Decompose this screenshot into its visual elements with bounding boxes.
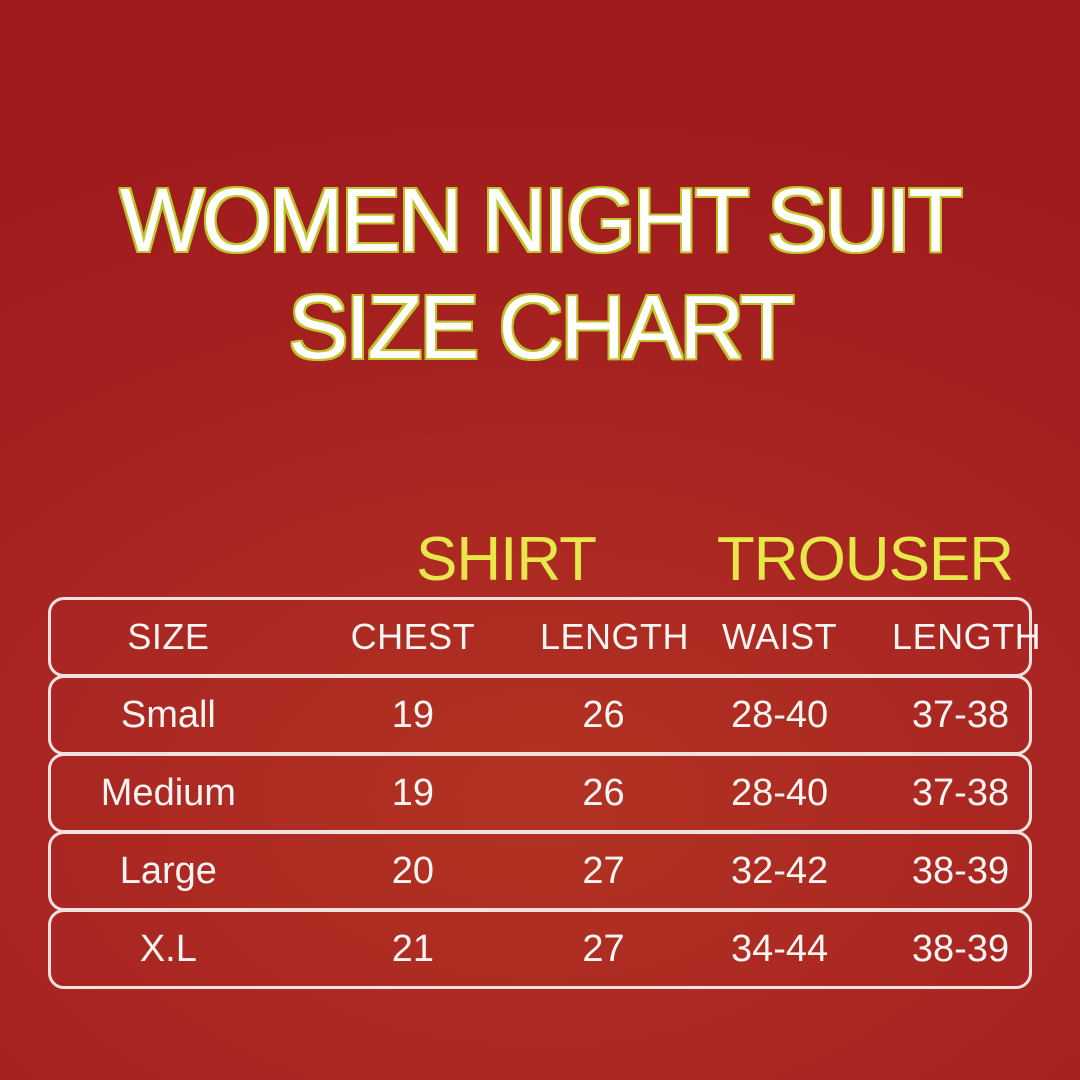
- size-label: Medium: [100, 771, 236, 814]
- chest-value: 19: [391, 693, 434, 736]
- table-row-small: Small 19 26 28-40 37-38: [48, 675, 1032, 755]
- size-table: SIZE CHEST LENGTH WAIST LENGTH Small 19 …: [48, 597, 1042, 989]
- size-label: X.L: [139, 927, 197, 970]
- title-line-2: SIZE CHART: [288, 278, 794, 378]
- waist-value: 28-40: [730, 693, 829, 736]
- table-row-large: Large 20 27 32-42 38-39: [48, 831, 1032, 911]
- chest-value: 20: [391, 849, 434, 892]
- waist-value: 28-40: [730, 771, 829, 814]
- table-header-row: SIZE CHEST LENGTH WAIST LENGTH: [48, 597, 1042, 677]
- shirt-length-value: 27: [582, 849, 625, 892]
- shirt-section-header: SHIRT: [416, 525, 597, 594]
- waist-value: 34-44: [730, 927, 829, 970]
- size-label: Small: [120, 693, 216, 736]
- trouser-section-header: TROUSER: [716, 525, 1014, 594]
- col-header-waist: WAIST: [721, 616, 838, 657]
- shirt-length-value: 26: [582, 771, 625, 814]
- trouser-length-value: 38-39: [911, 849, 1010, 892]
- chest-value: 19: [391, 771, 434, 814]
- col-header-size: SIZE: [127, 616, 210, 657]
- col-header-trouser-length: LENGTH: [892, 616, 1042, 657]
- shirt-length-value: 26: [582, 693, 625, 736]
- table-row-medium: Medium 19 26 28-40 37-38: [48, 753, 1032, 833]
- waist-value: 32-42: [730, 849, 829, 892]
- shirt-length-value: 27: [582, 927, 625, 970]
- size-label: Large: [119, 849, 217, 892]
- trouser-length-value: 37-38: [911, 771, 1010, 814]
- table-row-xl: X.L 21 27 34-44 38-39: [48, 909, 1032, 989]
- col-header-chest: CHEST: [350, 616, 476, 657]
- title-line-1: WOMEN NIGHT SUIT: [119, 171, 963, 271]
- poster-title: WOMEN NIGHT SUIT SIZE CHART: [0, 168, 1080, 382]
- col-header-shirt-length: LENGTH: [539, 616, 690, 657]
- chest-value: 21: [391, 927, 434, 970]
- trouser-length-value: 38-39: [911, 927, 1010, 970]
- trouser-length-value: 37-38: [911, 693, 1010, 736]
